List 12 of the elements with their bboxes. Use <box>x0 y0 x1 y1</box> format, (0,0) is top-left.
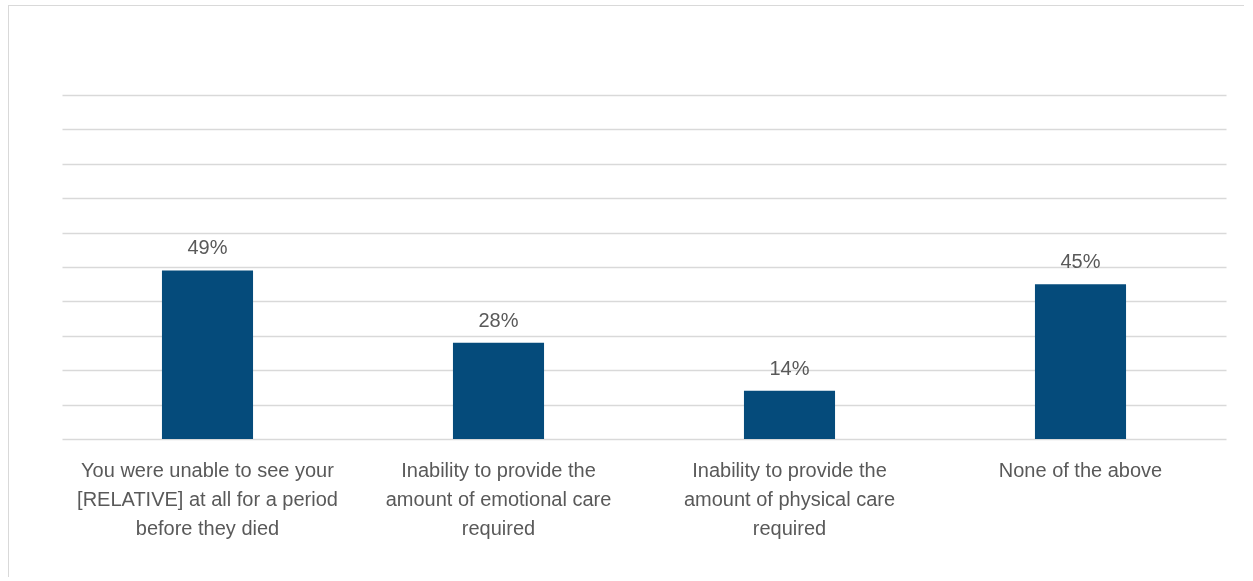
bar <box>1034 284 1127 439</box>
x-tick-label: Inability to provide the amount of emotional care required <box>385 458 612 539</box>
bar <box>161 270 254 439</box>
x-tick-label: None of the above <box>998 458 1163 481</box>
bar <box>452 342 545 439</box>
data-label: 49% <box>187 236 228 259</box>
data-label: 28% <box>478 308 519 331</box>
x-tick-label: Inability to provide the amount of physical care required <box>683 458 896 539</box>
data-label: 14% <box>769 356 810 379</box>
data-label: 45% <box>1060 250 1101 273</box>
x-tick-label: You were unable to see your [RELATIVE] at all for a period before they died <box>77 458 338 539</box>
bar <box>743 390 836 439</box>
